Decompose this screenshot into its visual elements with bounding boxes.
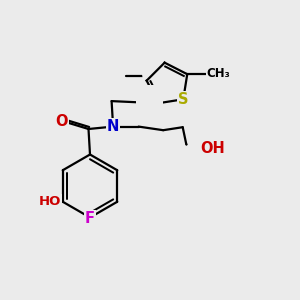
Text: S: S <box>142 91 157 110</box>
Text: CH₃: CH₃ <box>206 67 230 80</box>
Text: OH: OH <box>200 141 225 156</box>
Text: O: O <box>55 114 68 129</box>
Polygon shape <box>146 64 186 105</box>
Text: F: F <box>85 211 95 226</box>
Text: N: N <box>107 119 119 134</box>
Text: S: S <box>145 93 155 108</box>
Text: S: S <box>178 92 188 107</box>
Text: HO: HO <box>39 195 61 208</box>
